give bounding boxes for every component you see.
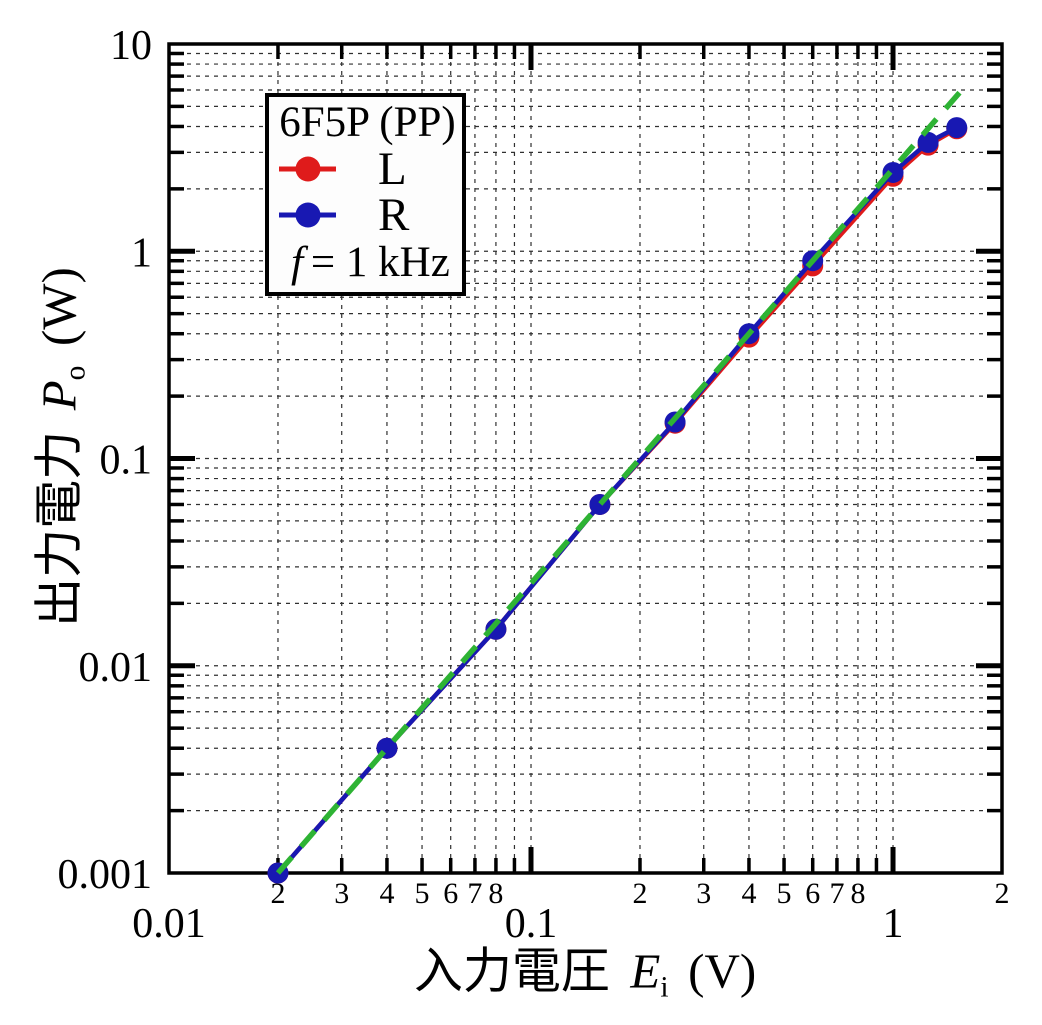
x-axis-subscript: i (660, 971, 669, 1004)
legend-frequency-note: f = 1 kHz (279, 238, 456, 287)
x-axis-unit: (V) (688, 943, 757, 999)
x-axis-title-jp: 入力電圧 (413, 943, 610, 999)
y-axis-symbol: P (31, 380, 87, 411)
y-axis-unit: (W) (31, 267, 87, 347)
data-point-r (917, 131, 939, 153)
data-point-r (485, 618, 507, 640)
x-axis-tick-label: 1 (883, 901, 904, 947)
y-axis-subscript: o (59, 365, 92, 381)
legend-item-r: R (279, 189, 456, 241)
x-axis-title: 入力電圧 Ei (V) (414, 932, 756, 1005)
x-axis-minor-tick-label: 5 (777, 877, 792, 910)
x-axis-minor-tick-label: 6 (805, 877, 820, 910)
x-axis-minor-tick-label: 8 (850, 877, 865, 910)
x-axis-minor-tick-label: 8 (488, 877, 503, 910)
r-series-marker-icon (295, 202, 320, 228)
x-axis-minor-tick-label: 2 (270, 877, 285, 910)
y-axis-tick-label: 0.1 (100, 438, 153, 484)
y-axis-title-jp: 出力電力 (31, 430, 87, 627)
legend-title: 6F5P (PP) (279, 99, 456, 146)
data-point-r (946, 117, 968, 139)
r-series-swatch (279, 201, 336, 229)
plot-frame (167, 42, 1004, 875)
y-axis-title: 出力電力 Po (W) (20, 267, 93, 627)
x-axis-minor-tick-label: 4 (379, 877, 394, 910)
x-axis-minor-tick-label: 3 (334, 877, 349, 910)
x-axis-tick-label: 0.01 (132, 901, 206, 947)
frequency-value: = 1 kHz (310, 239, 450, 286)
x-axis-minor-tick-label: 5 (415, 877, 430, 910)
x-axis-minor-tick-label: 3 (696, 877, 711, 910)
y-axis-tick-label: 0.001 (58, 852, 153, 898)
x-axis-minor-tick-label: 7 (467, 877, 482, 910)
x-axis-minor-tick-label: 4 (741, 877, 756, 910)
frequency-symbol: f (291, 238, 304, 286)
y-axis-tick-label: 1 (131, 230, 152, 276)
x-axis-minor-tick-label: 6 (443, 877, 458, 910)
x-axis-minor-tick-label: 2 (632, 877, 647, 910)
legend-label-r: R (378, 189, 410, 241)
x-axis-symbol: E (630, 943, 661, 999)
l-series-marker-icon (295, 156, 320, 182)
x-axis-tick-label: 0.1 (505, 901, 558, 947)
legend-label-l: L (378, 143, 407, 195)
x-axis-minor-tick-label: 2 (995, 877, 1010, 910)
y-axis-tick-label: 10 (110, 23, 152, 69)
legend: 6F5P (PP) L R f = 1 kHz (265, 93, 466, 296)
l-series-swatch (279, 155, 336, 183)
x-axis-minor-tick-label: 7 (829, 877, 844, 910)
y-axis-tick-label: 0.01 (79, 645, 153, 691)
legend-item-l: L (279, 143, 456, 195)
